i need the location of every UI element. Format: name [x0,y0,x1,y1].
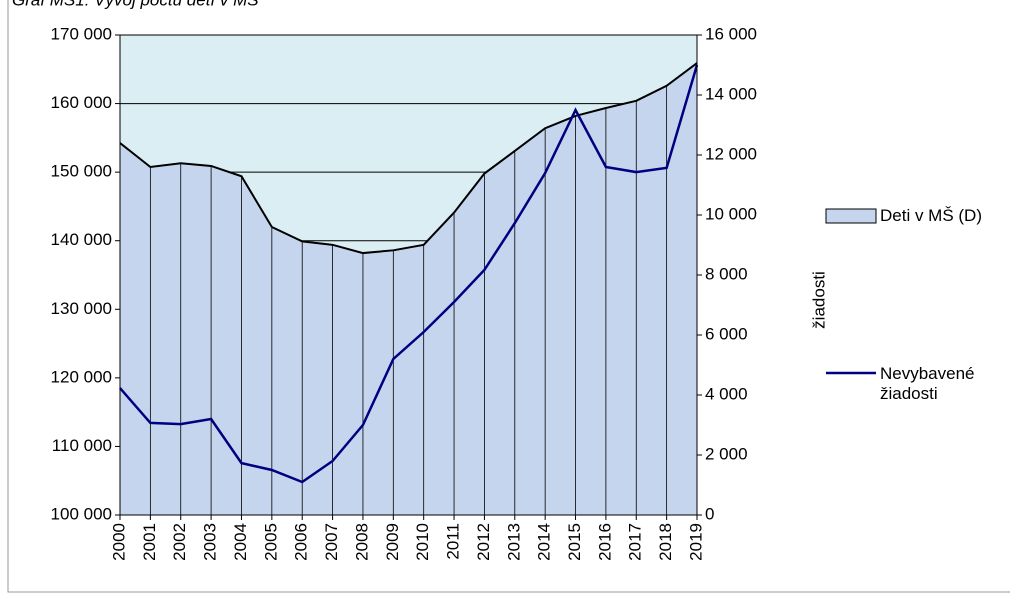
y2-tick-label: 16 000 [705,24,757,43]
x-tick-label: 2005 [261,523,280,561]
x-tick-label: 2010 [413,523,432,561]
x-tick-label: 2001 [140,523,159,561]
y2-tick-label: 14 000 [705,84,757,103]
x-tick-label: 2009 [383,523,402,561]
x-tick-label: 2013 [504,523,523,561]
y2-tick-label: 10 000 [705,204,757,223]
frame [7,0,1010,593]
y-tick-label: 160 000 [51,93,112,112]
x-tick-label: 2014 [535,523,554,561]
y2-tick-label: 0 [705,504,714,523]
x-tick-label: 2004 [231,523,250,561]
x-tick-label: 2003 [201,523,220,561]
line [119,64,699,484]
y2-tick-label: 6 000 [705,324,748,343]
y-tick-label: 120 000 [51,367,112,386]
x-tick-label: 2018 [656,523,675,561]
x-tick-label: 2000 [109,523,128,561]
x-tick-label: 2015 [565,523,584,561]
y-tick-label: 150 000 [51,162,112,181]
area-outline [119,62,698,255]
y-tick-label: 100 000 [51,504,112,523]
x-tick-label: 2019 [686,523,705,561]
x-tick-label: 2017 [626,523,645,561]
legend-swatch [825,208,877,224]
y2-axis-label: žiadosti [809,271,828,329]
y2-tick-label: 8 000 [705,264,748,283]
x-tick-label: 2008 [352,523,371,561]
chart-title: Graf MŠ1: Vývoj počtu detí v MŠ [12,0,259,9]
y-tick-label: 110 000 [52,436,112,455]
x-tick-label: 2016 [595,523,614,561]
y-tick-label: 170 000 [51,24,112,43]
area [120,63,697,515]
x-tick-label: 2002 [170,523,189,561]
y2-tick-label: 4 000 [705,384,748,403]
plot-border [119,34,698,516]
y-tick-label: 140 000 [51,230,112,249]
x-tick-label: 2006 [292,523,311,561]
y-tick-label: 130 000 [51,299,112,318]
y2-tick-label: 2 000 [705,444,748,463]
x-tick-label: 2012 [474,523,493,561]
x-tick-label: 2011 [444,523,463,560]
legend-line: Nevybavené žiadosti [880,364,975,403]
y2-tick-label: 12 000 [705,144,757,163]
x-tick-label: 2007 [322,523,341,561]
legend-area: Deti v MŠ (D) [880,206,982,225]
